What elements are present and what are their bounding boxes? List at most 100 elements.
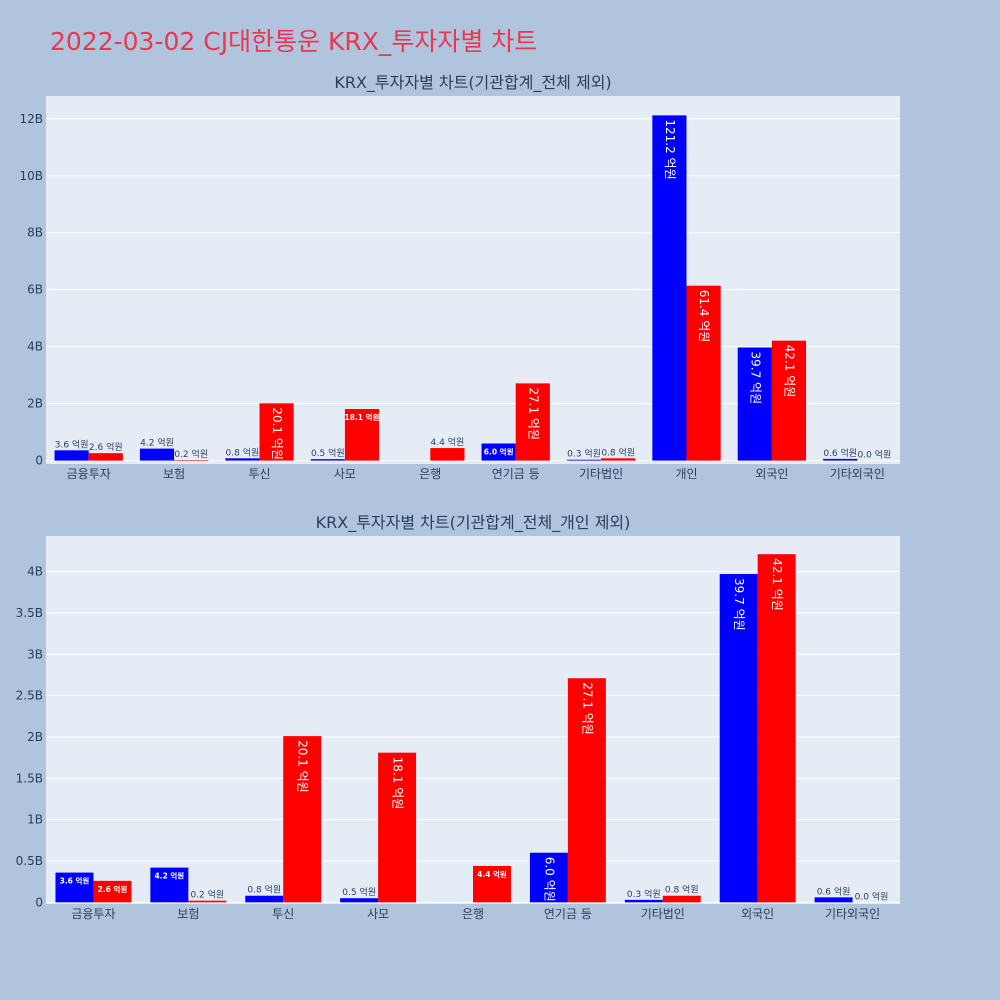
- data-label: 42.1 억원: [782, 345, 796, 398]
- bar-sell: [473, 865, 511, 903]
- data-label: 4.4 억원: [431, 436, 465, 448]
- x-tick-label: 은행: [419, 466, 441, 481]
- x-tick-label: 금융투자: [71, 907, 115, 921]
- bar-sell: [757, 554, 796, 903]
- data-label: 18.1 억원: [391, 757, 405, 810]
- y-tick-label: 12B: [19, 112, 43, 126]
- data-label: 0.8 억원: [226, 446, 260, 458]
- data-label: 0.6 억원: [817, 885, 851, 897]
- data-label: 0.0 억원: [858, 449, 892, 461]
- data-label: 4.4 억원: [477, 869, 507, 879]
- x-tick-label: 보험: [163, 467, 185, 481]
- bar-buy: [340, 898, 379, 903]
- data-label: 2.6 억원: [98, 884, 128, 894]
- y-tick-label: 3.5B: [16, 606, 43, 620]
- chart-investor-total: KRX_투자자별 차트(기관합계_전체 제외) 0 2B 4B 6B 8B 10B 12B 금융…: [19, 73, 900, 481]
- x-tick-label: 기타법인: [641, 907, 685, 921]
- data-label: 0.8 억원: [247, 884, 281, 896]
- bar-buy: [719, 574, 758, 903]
- data-label: 0.2 억원: [190, 889, 224, 901]
- bar-sell: [686, 285, 721, 461]
- y-tick-label: 2B: [27, 397, 43, 411]
- y-tick-label: 3B: [27, 647, 43, 661]
- data-label: 6.0 억원: [542, 857, 556, 902]
- chart-investor-excl-individual: KRX_투자자별 차트(기관합계_전체_개인 제외) 0 0.5B 1B 1.5B 2B 2…: [16, 513, 900, 921]
- bar-sell: [344, 409, 380, 461]
- data-label: 0.2 억원: [174, 448, 208, 460]
- bar-sell: [188, 900, 227, 903]
- y-tick-label: 6B: [27, 283, 43, 297]
- bar-buy: [529, 852, 568, 903]
- bar-buy: [55, 872, 94, 903]
- y-tick-label: 2.5B: [16, 689, 43, 703]
- bar-sell: [283, 736, 322, 903]
- data-label: 0.5 억원: [311, 447, 345, 459]
- bar-sell: [88, 453, 123, 461]
- bar-sell: [515, 383, 550, 461]
- x-tick-label: 기타외국인: [825, 907, 880, 921]
- data-label: 121.2 억원: [663, 119, 677, 179]
- data-label: 27.1 억원: [580, 682, 594, 735]
- data-label: 3.6 억원: [55, 438, 89, 450]
- data-label: 42.1 억원: [770, 558, 784, 611]
- data-label: 0.8 억원: [601, 446, 635, 458]
- chart-title: KRX_투자자별 차트(기관합계_전체 제외): [334, 73, 611, 93]
- data-label: 20.1 억원: [270, 407, 284, 460]
- data-label: 0.3 억원: [567, 448, 601, 460]
- data-label: 0.5 억원: [342, 886, 376, 898]
- y-tick-label: 4B: [27, 340, 43, 354]
- bar-sell: [430, 448, 465, 461]
- data-label: 39.7 억원: [748, 352, 762, 405]
- x-tick-label: 투신: [248, 467, 270, 481]
- bar-sell: [174, 460, 209, 461]
- x-tick-label: 사모: [334, 467, 356, 481]
- bar-sell: [378, 752, 417, 903]
- y-tick-label: 4B: [27, 565, 43, 579]
- bar-sell: [567, 678, 606, 903]
- x-tick-label: 기타외국인: [830, 467, 885, 481]
- bar-sell: [662, 895, 701, 903]
- y-tick-label: 0: [35, 895, 43, 909]
- bar-buy: [566, 459, 602, 461]
- data-label: 4.2 억원: [155, 871, 185, 881]
- data-label: 61.4 억원: [697, 290, 711, 343]
- y-tick-label: 1.5B: [16, 771, 43, 785]
- bar-buy: [54, 450, 89, 461]
- x-tick-label: 금융투자: [67, 467, 111, 481]
- bar-buy: [823, 458, 858, 461]
- y-tick-label: 0.5B: [16, 854, 43, 868]
- bar-buy: [245, 895, 284, 903]
- bar-buy: [737, 347, 772, 461]
- bar-sell: [93, 880, 132, 903]
- x-tick-label: 외국인: [755, 467, 788, 481]
- data-label: 3.6 억원: [60, 876, 90, 886]
- x-tick-label: 투신: [272, 907, 294, 921]
- data-label: 6.0 억원: [484, 446, 514, 456]
- y-tick-label: 1B: [27, 813, 43, 827]
- data-label: 39.7 억원: [732, 578, 746, 631]
- data-label: 2.6 억원: [89, 441, 123, 453]
- x-tick-label: 보험: [177, 907, 199, 921]
- bar-buy: [139, 448, 175, 461]
- bar-buy: [225, 458, 260, 461]
- data-label: 0.0 억원: [855, 890, 889, 902]
- data-label: 4.2 억원: [140, 437, 174, 449]
- bar-buy: [652, 115, 687, 461]
- data-label: 0.6 억원: [823, 447, 857, 459]
- data-label: 27.1 억원: [526, 387, 540, 440]
- bar-buy: [624, 899, 663, 903]
- bar-buy: [310, 459, 345, 461]
- y-tick-label: 8B: [27, 226, 43, 240]
- bar-sell: [259, 403, 294, 461]
- bar-sell: [601, 458, 636, 461]
- y-tick-label: 10B: [19, 169, 43, 183]
- data-label: 18.1 억원: [345, 412, 380, 422]
- x-tick-label: 사모: [367, 907, 389, 921]
- page-title: 2022-03-02 CJ대한통운 KRX_투자자별 차트: [50, 27, 538, 56]
- data-label: 0.8 억원: [665, 884, 699, 896]
- x-tick-label: 연기금 등: [492, 467, 540, 481]
- x-tick-label: 연기금 등: [544, 907, 592, 921]
- x-tick-label: 외국인: [741, 907, 774, 921]
- chart-title: KRX_투자자별 차트(기관합계_전체_개인 제외): [316, 513, 631, 533]
- bar-buy: [150, 867, 189, 903]
